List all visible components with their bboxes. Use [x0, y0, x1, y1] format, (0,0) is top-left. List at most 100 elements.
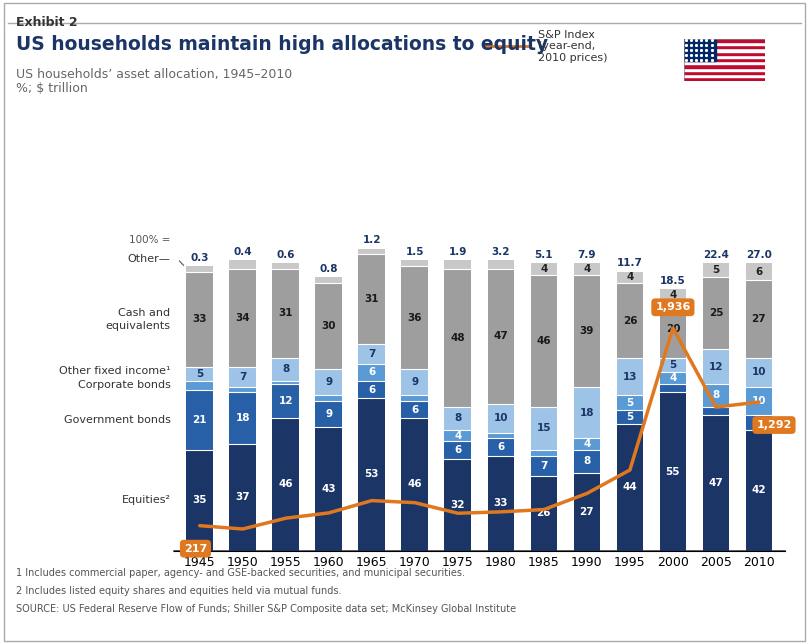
Bar	[316, 401, 342, 427]
Bar	[746, 358, 773, 387]
Text: 8: 8	[583, 457, 591, 466]
Text: 1,292: 1,292	[756, 420, 792, 430]
Text: 3.2: 3.2	[492, 247, 510, 257]
Bar	[684, 74, 765, 77]
Text: 20: 20	[666, 324, 680, 334]
Text: 7: 7	[540, 461, 548, 471]
Bar	[702, 415, 729, 551]
Bar	[401, 266, 428, 370]
Bar	[186, 390, 213, 450]
Text: 9: 9	[411, 377, 418, 388]
Bar	[273, 384, 299, 419]
Bar	[531, 476, 557, 551]
Bar	[230, 269, 256, 366]
Bar	[616, 395, 643, 410]
Bar	[684, 77, 765, 80]
Bar	[659, 289, 686, 301]
Bar	[186, 381, 213, 390]
Text: US households’ asset allocation, 1945–2010: US households’ asset allocation, 1945–20…	[16, 68, 292, 80]
Text: 0.4: 0.4	[234, 247, 252, 257]
Text: 33: 33	[193, 314, 207, 324]
Text: 9: 9	[325, 409, 332, 419]
Bar	[444, 441, 471, 459]
Text: 4: 4	[454, 431, 461, 440]
Bar	[444, 430, 471, 441]
Bar	[186, 266, 213, 272]
Text: 5: 5	[196, 369, 203, 379]
Bar	[746, 415, 773, 430]
Text: 8: 8	[282, 365, 290, 375]
Text: 18.5: 18.5	[660, 276, 686, 285]
Text: 44: 44	[622, 482, 637, 493]
Text: 31: 31	[365, 294, 379, 304]
Bar	[488, 439, 515, 456]
Bar	[273, 263, 299, 269]
Text: 100% =: 100% =	[129, 235, 171, 245]
Text: 15: 15	[536, 424, 551, 433]
Bar	[186, 450, 213, 551]
Text: 10: 10	[493, 413, 508, 423]
Text: 34: 34	[235, 313, 250, 323]
Bar	[702, 407, 729, 415]
Text: Equities²: Equities²	[121, 495, 171, 506]
Bar	[531, 407, 557, 450]
Text: 13: 13	[623, 372, 637, 382]
Bar	[746, 387, 773, 415]
Bar	[316, 395, 342, 401]
Text: 5: 5	[626, 397, 633, 408]
Bar	[358, 381, 385, 398]
Bar	[316, 427, 342, 551]
Text: 46: 46	[278, 480, 293, 489]
Text: 10: 10	[752, 367, 766, 377]
Text: 26: 26	[623, 316, 637, 326]
Bar	[684, 42, 765, 45]
Bar	[488, 404, 515, 433]
Bar	[684, 48, 765, 52]
Text: 22.4: 22.4	[703, 250, 729, 260]
Bar	[401, 260, 428, 266]
Bar	[401, 401, 428, 419]
Bar	[746, 430, 773, 551]
Text: 39: 39	[580, 326, 594, 336]
Bar	[358, 344, 385, 364]
Text: 4: 4	[669, 290, 676, 299]
Text: 1.5: 1.5	[405, 247, 424, 257]
Text: 32: 32	[451, 500, 465, 509]
Text: 1 Includes commercial paper, agency- and GSE-backed securities, and municipal se: 1 Includes commercial paper, agency- and…	[16, 568, 465, 578]
Text: S&P Index
(year-end,
2010 prices): S&P Index (year-end, 2010 prices)	[538, 30, 608, 63]
Bar	[659, 372, 686, 384]
Bar	[574, 439, 600, 450]
Bar	[230, 366, 256, 387]
Bar	[616, 283, 643, 358]
Bar	[401, 395, 428, 401]
Bar	[574, 263, 600, 274]
Bar	[531, 263, 557, 274]
Bar	[358, 364, 385, 381]
Bar	[684, 45, 765, 48]
Text: Other fixed income¹: Other fixed income¹	[59, 366, 171, 376]
Bar	[488, 456, 515, 551]
Bar	[488, 260, 515, 269]
Text: Government bonds: Government bonds	[64, 415, 171, 425]
Bar	[358, 398, 385, 551]
Text: 4: 4	[583, 264, 591, 274]
Bar	[401, 419, 428, 551]
Bar	[358, 254, 385, 344]
Text: 37: 37	[235, 493, 250, 502]
Bar	[684, 35, 716, 61]
Text: 6: 6	[454, 445, 461, 455]
Bar	[574, 387, 600, 439]
Bar	[273, 381, 299, 384]
Bar	[702, 384, 729, 407]
Bar	[186, 366, 213, 381]
Bar	[616, 424, 643, 551]
Text: SOURCE: US Federal Reserve Flow of Funds; Shiller S&P Composite data set; McKins: SOURCE: US Federal Reserve Flow of Funds…	[16, 604, 516, 614]
Text: 42: 42	[752, 485, 766, 495]
Text: Cash and
equivalents: Cash and equivalents	[105, 308, 171, 331]
Text: 46: 46	[536, 336, 551, 346]
Text: 0.6: 0.6	[277, 250, 295, 260]
Bar	[230, 387, 256, 392]
Text: 48: 48	[451, 333, 465, 343]
Text: 7: 7	[239, 372, 247, 382]
Bar	[401, 370, 428, 395]
